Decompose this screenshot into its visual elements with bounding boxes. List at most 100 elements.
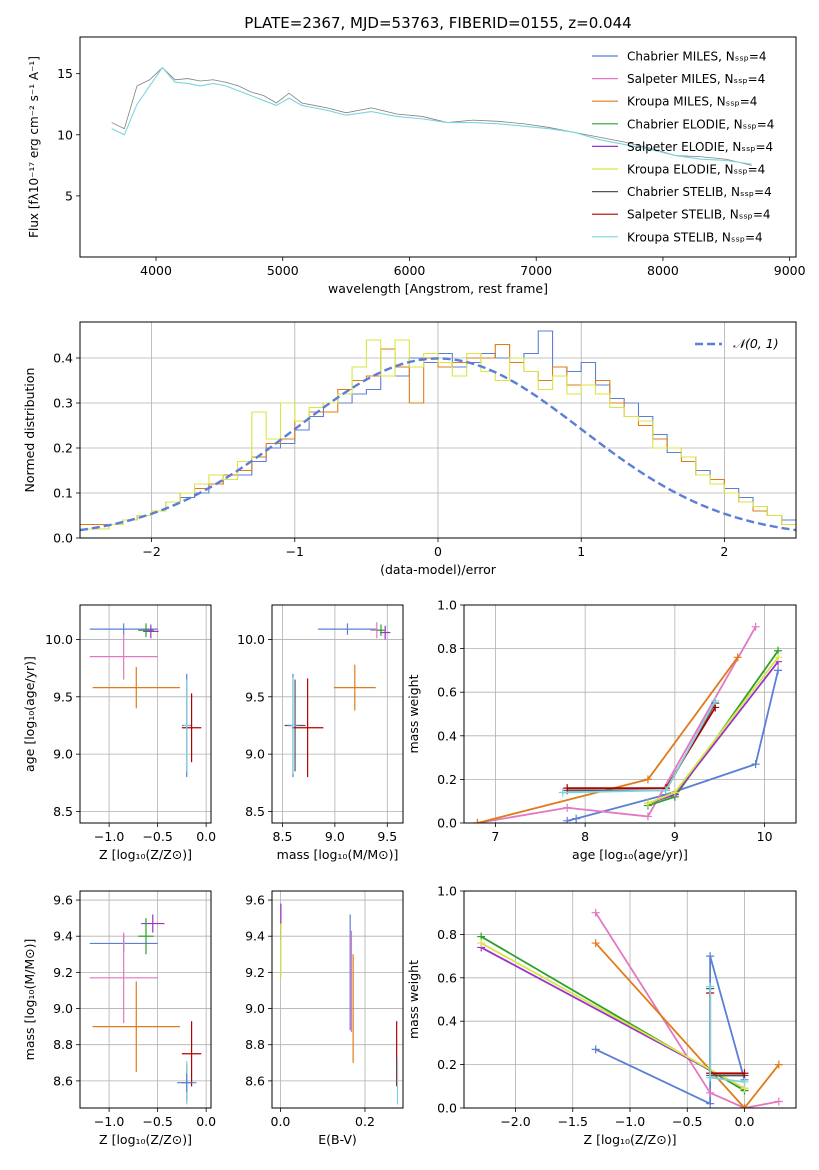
x-tick-label: −2.0 [500, 1114, 530, 1129]
y-tick-label: 1.0 [437, 598, 457, 613]
x-tick-label: −1 [286, 544, 304, 559]
y-tick-label: 0.0 [437, 816, 457, 831]
y-tick-label: 0.4 [437, 1014, 457, 1029]
x-tick-label: −2 [142, 544, 160, 559]
x-tick-label: 0.0 [735, 1114, 755, 1129]
x-axis-label: Z [log₁₀(Z/Z⊙)] [584, 1132, 677, 1147]
y-tick-label: 9.2 [245, 965, 265, 980]
y-tick-label: 9.2 [53, 965, 73, 980]
data-point-marker [774, 653, 783, 662]
y-tick-label: 9.0 [245, 1001, 265, 1016]
chart-residual_hist: 𝒩(0, 1) −2 −1 0 1 2 0.0 0.1 0.2 0.3 0.4 (data-model… [22, 321, 797, 577]
data-point-marker [751, 760, 760, 769]
axes-frame [79, 890, 212, 1109]
legend-entry: Salpeter STELIB, Nₛₛₚ=4 [627, 208, 771, 222]
y-tick-label: 0.6 [437, 685, 457, 700]
y-tick-label: 15 [57, 66, 73, 81]
plot-area [280, 903, 399, 1105]
y-tick-label: 0.0 [437, 1101, 457, 1116]
axes-frame [79, 604, 212, 824]
y-axis-label: mass weight [406, 674, 421, 753]
data-point-marker [572, 814, 581, 823]
data-point-marker [740, 1077, 749, 1086]
chart-mass_vs_Z: −1.0 −0.5 0.0 8.6 8.8 9.0 9.2 9.4 9.6 Z [log₁₀(Z/… [22, 890, 216, 1147]
x-tick-label: 7000 [520, 263, 552, 278]
data-point-marker [740, 1104, 749, 1108]
data-point-marker [774, 1060, 783, 1069]
y-tick-label: 0.3 [53, 396, 73, 411]
y-tick-label: 0.2 [437, 772, 457, 787]
series-line-Chabrier STELIB [567, 702, 717, 792]
legend-entry: Salpeter MILES, Nₛₛₚ=4 [627, 72, 765, 86]
chart-mass_vs_EBV: 0.0 0.2 8.6 8.8 9.0 9.2 9.4 9.6 E(B-V) [245, 890, 404, 1147]
x-tick-label: −1.0 [94, 829, 124, 844]
x-tick-label: −1.5 [558, 1114, 588, 1129]
data-point-marker [711, 696, 720, 705]
plot-area [284, 622, 391, 778]
data-point-marker [558, 788, 567, 797]
x-tick-label: −0.5 [142, 1114, 172, 1129]
data-point-marker [661, 786, 670, 795]
x-tick-label: −0.5 [672, 1114, 702, 1129]
y-tick-label: 9.0 [53, 747, 73, 762]
x-tick-label: 9000 [774, 263, 806, 278]
data-point-marker [563, 803, 572, 812]
y-tick-label: 1.0 [437, 884, 457, 899]
x-axis-label: age [log₁₀(age/yr)] [572, 847, 688, 862]
data-point-marker [706, 1099, 715, 1108]
chart-spectrum: Chabrier MILES, Nₛₛₚ=4 Salpeter MILES, Nₛ… [27, 14, 806, 296]
y-tick-label: 10.0 [237, 632, 265, 647]
data-point-marker [591, 939, 600, 948]
data-point-marker [591, 1045, 600, 1054]
legend: 𝒩(0, 1) [695, 336, 779, 351]
y-tick-label: 9.5 [53, 689, 73, 704]
x-tick-label: 8000 [647, 263, 679, 278]
y-tick-label: 8.6 [245, 1073, 265, 1088]
series-line-Kroupa MILES [594, 942, 780, 1108]
x-axis-label: Z [log₁₀(Z/Z⊙)] [99, 1132, 192, 1147]
series-line-Kroupa MILES [477, 656, 739, 823]
x-tick-label: 0.0 [196, 829, 216, 844]
x-tick-label: 9.0 [325, 829, 345, 844]
legend-entry: Kroupa ELODIE, Nₛₛₚ=4 [627, 163, 765, 177]
legend-entry: Chabrier STELIB, Nₛₛₚ=4 [627, 185, 772, 199]
data-point-marker [706, 1073, 715, 1082]
series-line-Kroupa STELIB [562, 700, 717, 794]
legend-entry: Kroupa STELIB, Nₛₛₚ=4 [627, 230, 763, 244]
legend: Chabrier MILES, Nₛₛₚ=4 Salpeter MILES, Nₛ… [592, 50, 774, 244]
chart-age_vs_Z: −1.0 −0.5 0.0 8.5 9.0 9.5 10.0 Z [log₁₀(Z/Z⊙)] a… [22, 604, 216, 862]
x-tick-label: 0 [434, 544, 442, 559]
y-tick-label: 9.6 [53, 893, 73, 908]
y-tick-label: 0.8 [437, 641, 457, 656]
y-axis-label: mass weight [406, 960, 421, 1039]
y-axis-label: Normed distribution [22, 368, 37, 493]
y-tick-label: 8.5 [53, 804, 73, 819]
y-tick-label: 9.0 [53, 1001, 73, 1016]
y-tick-label: 9.4 [245, 929, 265, 944]
plot-area [89, 914, 202, 1105]
y-tick-label: 9.6 [245, 893, 265, 908]
y-tick-label: 5 [65, 188, 73, 203]
y-tick-label: 9.5 [245, 689, 265, 704]
chart-age_vs_mass: 8.5 9.0 9.5 8.5 9.0 9.5 10.0 mass [log₁₀(M/M⊙)] [237, 604, 404, 862]
series-line-Kroupa ELODIE [480, 942, 745, 1090]
data-point-marker [733, 653, 742, 662]
series-line-Kroupa STELIB [709, 986, 745, 1083]
data-point-marker [670, 788, 679, 797]
data-point-marker [591, 908, 600, 917]
plot-area [89, 623, 202, 778]
chart-title: PLATE=2367, MJD=53763, FIBERID=0155, z=0… [244, 14, 631, 32]
y-axis-label: age [log₁₀(age/yr)] [22, 656, 37, 772]
plot-area [111, 66, 752, 166]
y-tick-label: 0.0 [53, 531, 73, 546]
y-tick-label: 8.5 [245, 804, 265, 819]
data-point-marker [563, 816, 572, 823]
data-point-marker [643, 812, 652, 821]
y-tick-label: 9.0 [245, 747, 265, 762]
series-line-model [111, 66, 752, 165]
series-line-Salpeter MILES [594, 912, 779, 1108]
y-tick-label: 10 [57, 127, 73, 142]
data-point-marker [643, 799, 652, 808]
x-axis-label: (data-model)/error [380, 562, 497, 577]
data-point-marker [473, 819, 482, 823]
